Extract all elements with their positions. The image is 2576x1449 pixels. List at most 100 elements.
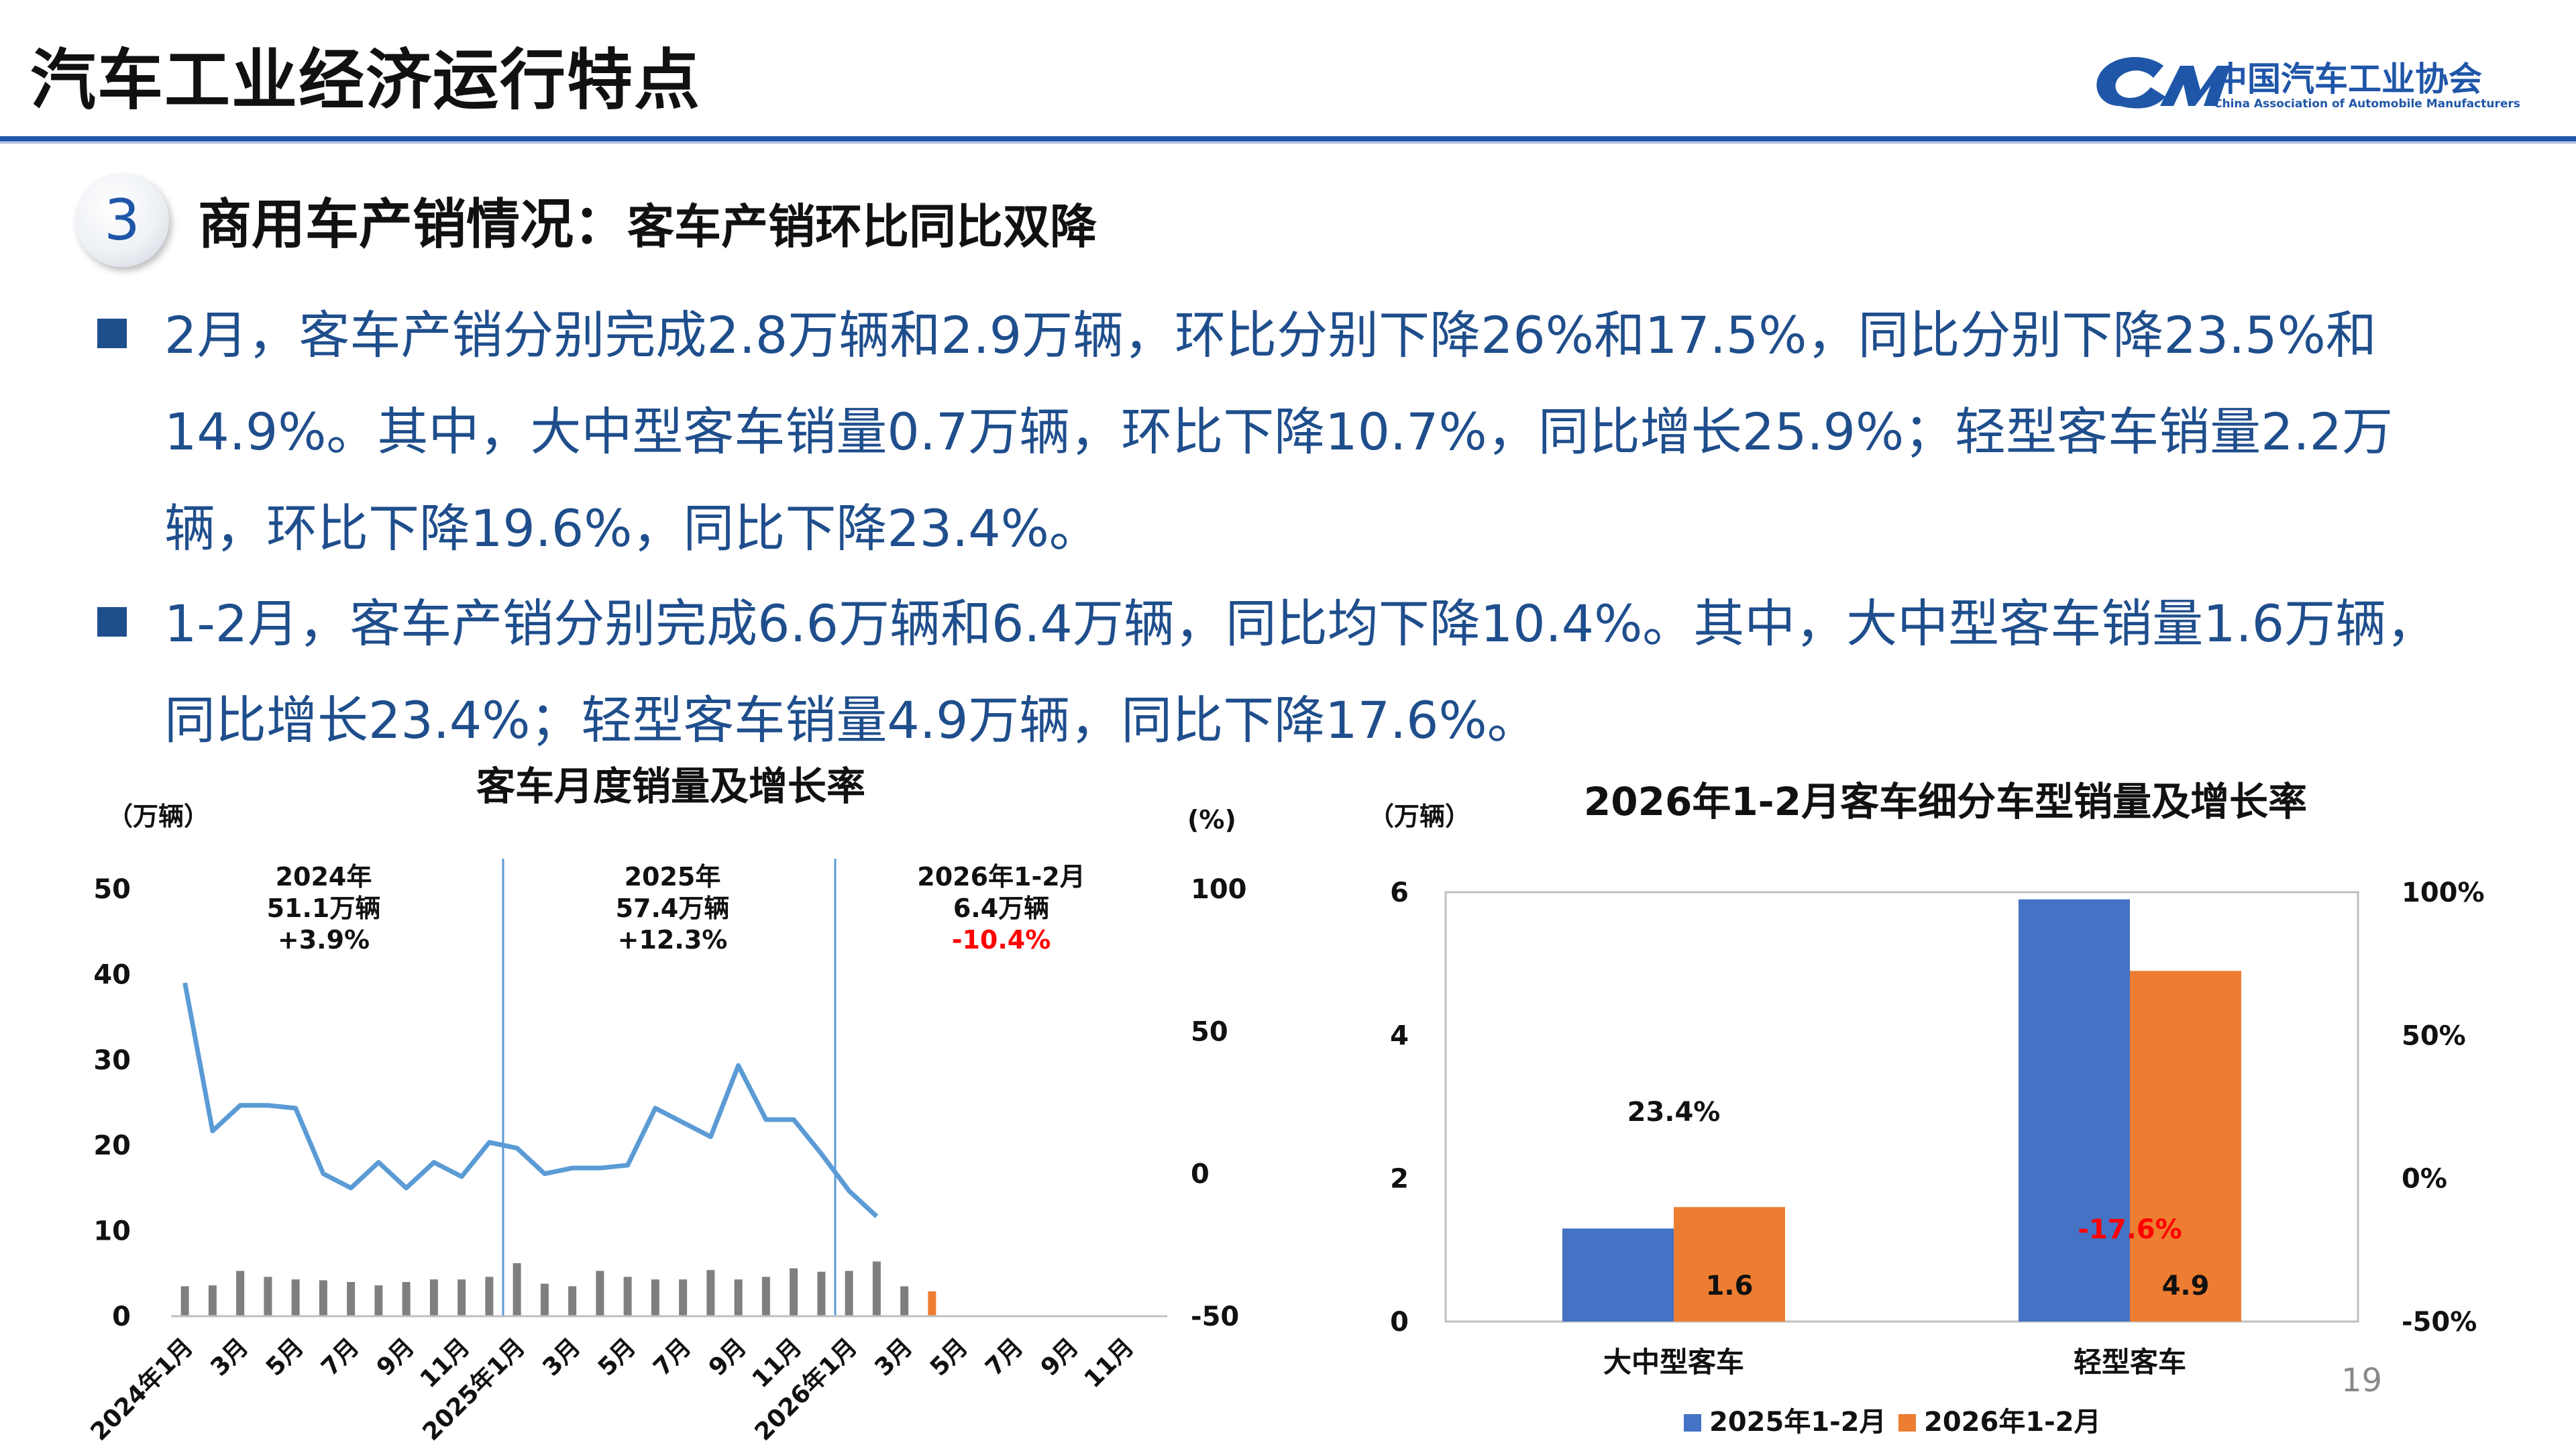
bullet-marker xyxy=(97,607,127,637)
sales-bar xyxy=(651,1279,659,1316)
logo-text-cn: 中国汽车工业协会 xyxy=(2214,60,2482,99)
category-label: 轻型客车 xyxy=(2074,1346,2186,1379)
period-growth: -10.4% xyxy=(952,925,1051,955)
sales-bar xyxy=(817,1271,826,1316)
sales-bar xyxy=(623,1277,632,1316)
sales-bar xyxy=(458,1279,466,1316)
y-axis-left-label: （万辆） xyxy=(107,802,209,831)
x-tick-label: 3月 xyxy=(537,1333,586,1381)
sales-bar xyxy=(872,1261,881,1316)
period-total: 57.4万辆 xyxy=(616,894,730,923)
segment-sales-chart: 2026年1-2月客车细分车型销量及增长率 （万辆） 0 2 4 6 -50% 0% 50%… xyxy=(1368,779,2485,1438)
section-number: 3 xyxy=(104,187,140,253)
y-axis-left-label: （万辆） xyxy=(1368,802,1470,831)
period-total: 6.4万辆 xyxy=(953,894,1049,923)
bullet-2-line-1: 1-2月，客车产销分别完成6.6万辆和6.4万辆，同比均下降10.4%。其中，大… xyxy=(164,594,2438,653)
period-year: 2026年1-2月 xyxy=(917,862,1085,892)
y-tick-right: 50% xyxy=(2402,1020,2466,1051)
sales-bar xyxy=(596,1271,604,1316)
sales-bar xyxy=(319,1280,327,1316)
y-tick-left: 10 xyxy=(93,1216,131,1247)
sales-bar xyxy=(347,1282,356,1316)
sales-bar xyxy=(513,1263,521,1316)
sales-bar xyxy=(706,1270,715,1316)
x-tick-label: 9月 xyxy=(372,1333,420,1381)
monthly-sales-chart: 客车月度销量及增长率 （万辆） (%) 0 10 20 30 40 50 -50 0 50 100… xyxy=(86,763,1247,1446)
logo-text-en: China Association of Automobile Manufact… xyxy=(2214,97,2520,111)
sales-bar xyxy=(734,1279,743,1316)
section-title-main: 商用车产销情况： xyxy=(198,193,627,256)
sales-bar xyxy=(540,1283,549,1316)
x-tick-label: 7月 xyxy=(648,1333,696,1381)
x-tick-label: 11月 xyxy=(1079,1333,1140,1393)
x-tick-label: 5月 xyxy=(261,1333,309,1381)
growth-rate-line xyxy=(182,982,879,1218)
y-tick-left: 40 xyxy=(93,959,131,990)
sales-bar xyxy=(900,1286,909,1316)
y-tick-left: 4 xyxy=(1390,1020,1409,1051)
x-tick-label: 9月 xyxy=(1036,1333,1084,1381)
legend-label: 2025年1-2月 xyxy=(1709,1407,1886,1438)
chart-title: 客车月度销量及增长率 xyxy=(476,763,865,809)
y-tick-left: 0 xyxy=(1390,1307,1409,1338)
plot-area-border xyxy=(1444,891,2359,1323)
section-title: 商用车产销情况：客车产销环比同比双降 xyxy=(198,181,1097,259)
segment-bar xyxy=(1674,1207,1785,1322)
sales-bar xyxy=(264,1277,272,1316)
legend-label: 2026年1-2月 xyxy=(1924,1407,2101,1438)
y-tick-right: -50 xyxy=(1191,1301,1239,1332)
bullet-1-line-2: 14.9%。其中，大中型客车销量0.7万辆，环比下降10.7%，同比增长25.9… xyxy=(164,402,2394,462)
legend-swatch xyxy=(1684,1414,1701,1432)
sales-bar xyxy=(761,1277,770,1316)
period-year: 2025年 xyxy=(625,862,721,892)
sales-bar xyxy=(291,1279,300,1316)
bullet-1-line-3: 辆，环比下降19.6%，同比下降23.4%。 xyxy=(164,498,1100,558)
legend-swatch xyxy=(1898,1414,1916,1432)
x-tick-label: 7月 xyxy=(980,1333,1028,1381)
growth-label: 23.4% xyxy=(1627,1097,1721,1128)
sales-bar xyxy=(928,1291,936,1316)
y-axis-right-label: (%) xyxy=(1187,805,1236,835)
y-tick-right: 0% xyxy=(2402,1164,2447,1195)
period-year: 2024年 xyxy=(276,862,372,892)
x-tick-label: 5月 xyxy=(593,1333,641,1381)
sales-bar xyxy=(402,1282,411,1316)
sales-bar xyxy=(180,1286,189,1316)
period-growth: +12.3% xyxy=(618,925,728,955)
y-tick-right: 100 xyxy=(1191,874,1247,905)
y-tick-left: 0 xyxy=(112,1301,131,1332)
segment-bar xyxy=(1562,1228,1674,1322)
sales-bar xyxy=(679,1279,688,1316)
y-tick-left: 20 xyxy=(93,1130,131,1161)
bullet-2-line-2: 同比增长23.4%；轻型客车销量4.9万辆，同比下降17.6%。 xyxy=(164,690,1538,750)
y-tick-right: 50 xyxy=(1191,1016,1228,1047)
header-divider xyxy=(0,136,2576,142)
sales-bar xyxy=(236,1271,245,1316)
sales-bar xyxy=(485,1277,494,1316)
cam-logo xyxy=(2096,56,2231,109)
y-tick-left: 30 xyxy=(93,1045,131,1076)
value-label: 4.9 xyxy=(2162,1271,2210,1301)
segment-bar xyxy=(2019,899,2130,1322)
x-tick-label: 7月 xyxy=(316,1333,364,1381)
bullet-paragraph-1: 2月，客车产销分别完成2.8万辆和2.9万辆，环比分别下降26%和17.5%，同… xyxy=(164,287,2393,577)
sales-bar xyxy=(208,1285,217,1316)
period-growth: +3.9% xyxy=(278,925,370,955)
chart-title: 2026年1-2月客车细分车型销量及增长率 xyxy=(1584,779,2307,824)
y-tick-right: -50% xyxy=(2402,1307,2477,1338)
page-title: 汽车工业经济运行特点 xyxy=(30,42,702,119)
header-divider-thin xyxy=(0,142,2576,144)
period-total: 51.1万辆 xyxy=(267,894,381,923)
sales-bar xyxy=(374,1285,383,1316)
bullet-marker xyxy=(97,319,127,348)
y-tick-right: 100% xyxy=(2402,877,2485,908)
x-tick-label: 2024年1月 xyxy=(86,1333,199,1446)
sales-bar xyxy=(429,1279,438,1316)
value-label: 1.6 xyxy=(1706,1271,1754,1301)
section-number-circle xyxy=(75,173,169,267)
x-tick-label: 5月 xyxy=(925,1333,973,1381)
category-label: 大中型客车 xyxy=(1603,1346,1744,1379)
sales-bar xyxy=(568,1286,577,1316)
bullet-paragraph-2: 1-2月，客车产销分别完成6.6万辆和6.4万辆，同比均下降10.4%。其中，大… xyxy=(164,576,2437,769)
y-tick-left: 2 xyxy=(1390,1164,1409,1195)
